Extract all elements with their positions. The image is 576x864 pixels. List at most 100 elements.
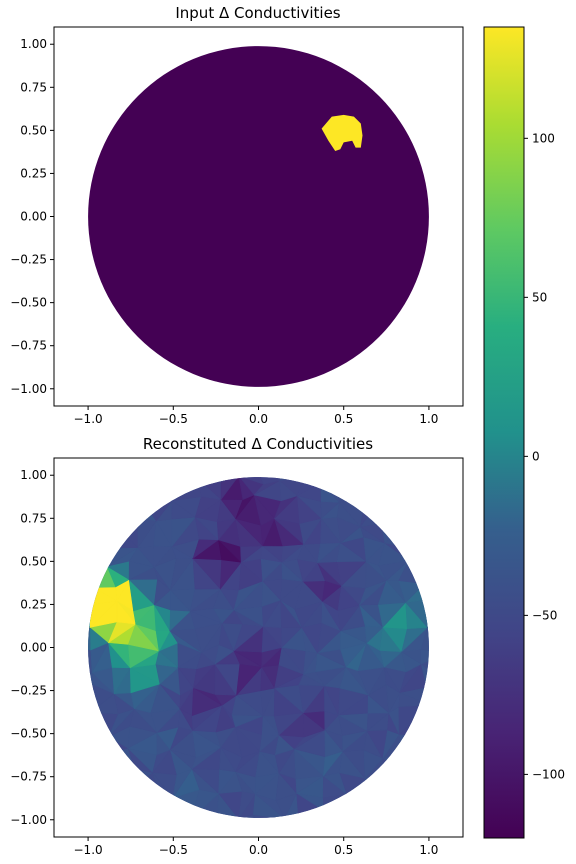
mesh-element: [90, 736, 110, 757]
colorbar: 100 50 0 −50 −100: [483, 26, 565, 839]
input-ytick-label: −1.00: [10, 382, 47, 396]
mesh-element: [424, 599, 429, 629]
input-xtick-label: 1.0: [419, 412, 438, 426]
mesh-element: [176, 477, 199, 481]
mesh-element: [113, 494, 140, 525]
mesh-element: [320, 477, 342, 483]
y-axis-reconstituted: 1.00 0.75 0.50 0.25 0.00 −0.25 −0.50 −0.75 −1.00: [10, 468, 54, 827]
heatmap-input: [88, 46, 429, 387]
mesh-element: [154, 479, 173, 501]
input-ytick-label: 0.25: [20, 166, 47, 180]
mesh-element: [284, 819, 295, 842]
colorbar-ticks: 100 50 0 −50 −100: [524, 131, 565, 781]
chart-title-reconstituted: Reconstituted Δ Conductivities: [143, 435, 373, 453]
input-ytick-label: −0.25: [10, 253, 47, 267]
mesh-element: [238, 477, 265, 485]
mesh-element: [381, 523, 402, 544]
mesh-element: [107, 747, 129, 771]
mesh-element: [171, 477, 202, 502]
mesh-element: [399, 733, 429, 752]
mesh-element: [88, 672, 94, 688]
mesh-element: [150, 793, 174, 818]
reconstituted-ytick-label: −0.50: [10, 727, 47, 741]
mesh-element: [408, 545, 423, 562]
mesh-element: [88, 687, 91, 715]
colorbar-tick-label: −50: [532, 608, 557, 622]
reconstituted-xtick-label: 0.0: [249, 843, 268, 857]
mesh-element: [420, 626, 429, 654]
reconstituted-xtick-label: 1.0: [419, 843, 438, 857]
inclusion-region: [321, 114, 363, 151]
input-xtick-label: −0.5: [159, 412, 188, 426]
mesh-element: [378, 500, 402, 527]
mesh-element: [88, 626, 92, 651]
mesh-element: [193, 477, 220, 479]
mesh-element: [408, 545, 428, 569]
mesh-element: [426, 685, 429, 706]
input-ytick-label: 1.00: [20, 37, 47, 51]
mesh-element: [423, 583, 429, 607]
reconstituted-xtick-label: 0.5: [334, 843, 353, 857]
input-ytick-label: −0.75: [10, 339, 47, 353]
reconstituted-ytick-label: −0.75: [10, 770, 47, 784]
mesh-element: [95, 539, 109, 567]
mesh-element: [138, 479, 158, 501]
subplot-input: Input Δ Conductivities −1.0 −0.5 0.0 0.5 1.0…: [10, 4, 464, 426]
mesh: [88, 477, 429, 842]
mesh-element: [107, 768, 136, 791]
domain-disk-input: [88, 46, 429, 387]
mesh-element: [127, 768, 154, 791]
mesh-element: [237, 819, 260, 842]
mesh-element: [95, 523, 115, 549]
mesh-element: [88, 581, 94, 606]
mesh-element: [150, 797, 174, 818]
mesh-element: [127, 789, 160, 818]
mesh-element: [338, 477, 366, 503]
input-ytick-label: 0.00: [20, 210, 47, 224]
mesh-element: [346, 790, 367, 814]
mesh-element: [88, 586, 94, 606]
mesh-element: [402, 750, 429, 773]
mesh-element: [88, 604, 91, 629]
mesh-element: [424, 582, 429, 606]
mesh-element: [252, 814, 286, 818]
mesh-element: [88, 671, 95, 688]
reconstituted-ytick-label: 0.00: [20, 641, 47, 655]
colorbar-tick-label: 50: [532, 290, 547, 304]
input-xtick-label: 0.5: [334, 412, 353, 426]
mesh-element: [88, 604, 91, 628]
mesh-element: [190, 813, 218, 818]
reconstituted-ytick-label: −1.00: [10, 813, 47, 827]
mesh-element: [90, 735, 110, 757]
mesh-element: [426, 626, 429, 654]
mesh-element: [216, 813, 240, 818]
mesh-element: [420, 648, 429, 665]
colorbar-tick-label: 100: [532, 131, 555, 145]
mesh-element: [259, 817, 285, 818]
mesh-element: [197, 477, 222, 483]
mesh-element: [88, 684, 95, 714]
mesh-element: [138, 494, 157, 522]
reconstituted-ytick-label: 0.75: [20, 511, 47, 525]
mesh-element: [426, 604, 429, 632]
mesh-element: [400, 526, 423, 548]
input-ytick-label: −0.50: [10, 296, 47, 310]
mesh-element: [238, 814, 261, 818]
mesh-element: [398, 704, 429, 735]
x-axis-input: −1.0 −0.5 0.0 0.5 1.0: [74, 406, 438, 426]
mesh-element: [382, 757, 411, 774]
mesh-element: [342, 793, 367, 816]
reconstituted-ytick-label: 0.25: [20, 597, 47, 611]
reconstituted-xtick-label: −1.0: [74, 843, 103, 857]
input-xtick-label: −1.0: [74, 412, 103, 426]
mesh-element: [337, 477, 365, 504]
y-axis-input: 1.00 0.75 0.50 0.25 0.00 −0.25 −0.50 −0.75 −1.00: [10, 37, 54, 396]
colorbar-tick-label: −100: [532, 767, 565, 781]
reconstituted-ytick-label: 0.50: [20, 554, 47, 568]
input-xtick-label: 0.0: [249, 412, 268, 426]
chart-title-input: Input Δ Conductivities: [175, 4, 340, 22]
mesh-element: [362, 790, 385, 814]
mesh-element: [323, 810, 344, 818]
reconstituted-ytick-label: −0.25: [10, 684, 47, 698]
